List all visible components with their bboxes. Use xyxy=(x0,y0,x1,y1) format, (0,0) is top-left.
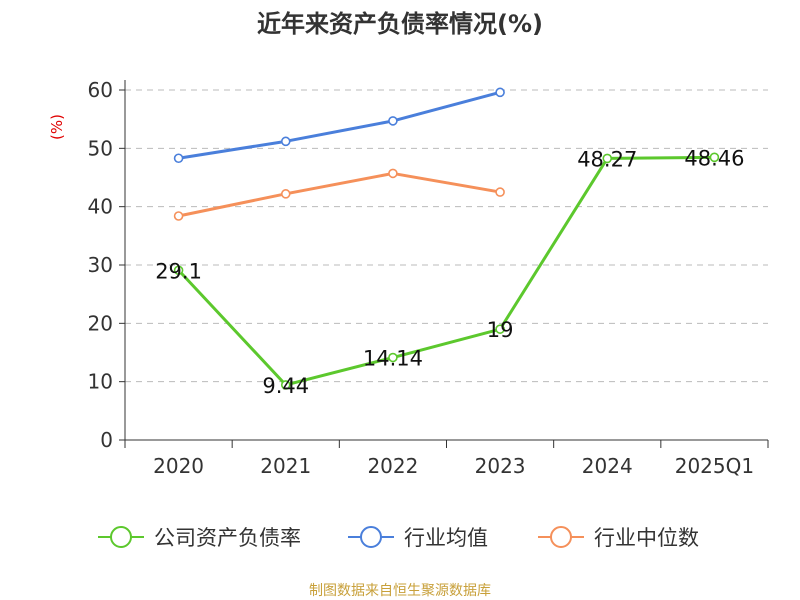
data-point xyxy=(280,189,291,199)
data-point xyxy=(709,152,720,163)
y-tick-label: 10 xyxy=(88,370,113,394)
data-point xyxy=(280,136,291,147)
data-label: 29.1 xyxy=(155,259,202,283)
series-line-0 xyxy=(177,155,715,387)
legend-item: 公司资产负债率 xyxy=(98,526,301,550)
series-lines xyxy=(173,87,720,390)
y-tick-label: 0 xyxy=(100,428,113,452)
data-point xyxy=(495,324,505,334)
data-point xyxy=(173,211,184,221)
y-tick-label: 50 xyxy=(88,136,113,160)
x-tick-label: 2021 xyxy=(260,454,311,478)
data-point xyxy=(495,187,505,197)
y-tick-label: 40 xyxy=(88,195,113,219)
y-axis-unit-label: (%) xyxy=(48,114,66,140)
grid-lines xyxy=(125,89,768,383)
data-point xyxy=(173,153,184,164)
data-point xyxy=(388,168,398,179)
legend-marker xyxy=(360,526,382,548)
series-line-2 xyxy=(178,171,501,218)
axes: 0 10 20 30 40 50 60 (%) 2020 2021 2022 2023 2024 2025… xyxy=(48,78,769,478)
source-note: 制图数据来自恒生聚源数据库 xyxy=(309,583,491,599)
legend-label: 行业中位数 xyxy=(594,526,699,550)
chart-title: 近年来资产负债率情况(%) xyxy=(257,10,543,38)
data-label: 9.44 xyxy=(262,374,309,398)
series-line-1 xyxy=(178,90,501,160)
legend-marker xyxy=(110,526,132,548)
data-point xyxy=(388,352,398,363)
x-tick-label: 2022 xyxy=(367,454,418,478)
y-tick-label: 20 xyxy=(88,311,113,335)
legend-label: 公司资产负债率 xyxy=(154,526,301,550)
legend-marker xyxy=(550,526,572,548)
x-tick-label: 2025Q1 xyxy=(675,454,754,478)
data-label: 48.46 xyxy=(684,146,744,170)
legend: 公司资产负债率 行业均值 行业中位数 xyxy=(98,526,699,550)
data-point xyxy=(173,265,184,276)
data-label: 19 xyxy=(487,318,514,342)
y-tick-label: 60 xyxy=(88,78,113,102)
x-tick-label: 2024 xyxy=(582,454,633,478)
data-point xyxy=(388,116,398,126)
x-tick-label: 2023 xyxy=(475,454,526,478)
y-tick-label: 30 xyxy=(88,253,113,277)
data-label: 14.14 xyxy=(363,347,423,371)
data-point xyxy=(280,380,291,390)
x-tick-label: 2020 xyxy=(153,454,204,478)
legend-label: 行业均值 xyxy=(404,526,488,550)
data-point xyxy=(495,87,505,98)
legend-item: 行业均值 xyxy=(348,526,488,550)
data-label: 48.27 xyxy=(577,147,637,171)
data-point xyxy=(602,153,613,164)
legend-item: 行业中位数 xyxy=(538,526,699,550)
data-labels: 29.1 9.44 14.14 19 48.27 48.46 xyxy=(155,146,744,398)
